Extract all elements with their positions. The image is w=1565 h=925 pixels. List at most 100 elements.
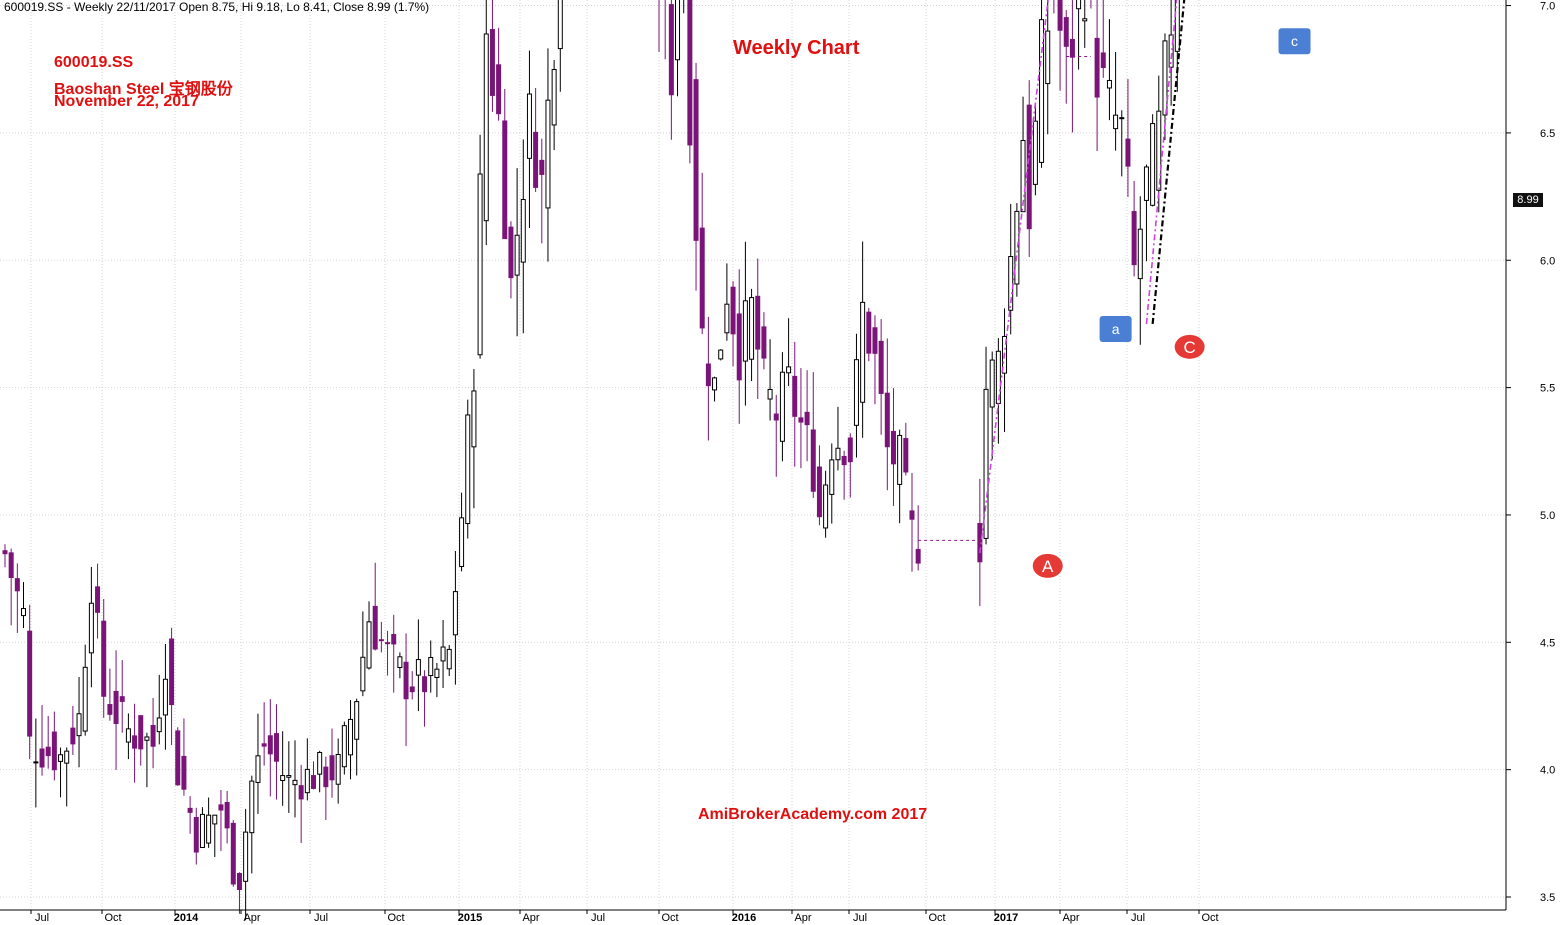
trend-line	[979, 0, 1049, 554]
candle-body	[1039, 19, 1045, 163]
candle-body	[804, 411, 810, 426]
candle-body	[125, 728, 131, 743]
candle-body	[1045, 30, 1051, 85]
x-tick-label: Apr	[1062, 912, 1079, 924]
candle-body	[348, 718, 354, 756]
candle-body	[668, 4, 674, 96]
candle-body	[385, 642, 391, 645]
candle-body	[311, 775, 316, 789]
candle-body	[27, 630, 33, 737]
x-tick-label: 2017	[994, 912, 1018, 924]
grid-lines	[0, 0, 1506, 910]
x-tick-label: Oct	[104, 912, 121, 924]
candle-body	[465, 414, 471, 524]
date-label: November 22, 2017	[54, 93, 199, 110]
candle-body	[236, 872, 242, 890]
candle-body	[58, 754, 64, 762]
candle-body	[786, 366, 792, 374]
candle-body	[391, 634, 397, 645]
candle-body	[33, 761, 39, 764]
candle-body	[446, 648, 452, 670]
candle-body	[526, 93, 532, 159]
y-tick-label: 6.5	[1540, 128, 1555, 140]
candle-body	[823, 484, 829, 529]
wave-label-circle-text: A	[1042, 557, 1054, 576]
candle-body	[557, 0, 563, 50]
chart-header-info: 600019.SS - Weekly 22/11/2017 Open 8.75,…	[4, 0, 430, 14]
last-close-price-tag: 8.99	[1513, 193, 1543, 207]
candle-body	[792, 375, 798, 417]
candle-body	[434, 668, 440, 678]
trend-lines	[918, 0, 1186, 554]
candle-body	[150, 724, 156, 747]
candle-body	[755, 295, 761, 350]
candle-body	[730, 286, 736, 335]
candle-body	[736, 313, 742, 381]
candle-body	[206, 814, 212, 844]
x-tick-label: 2014	[174, 912, 199, 924]
x-tick-label: Apr	[522, 912, 539, 924]
x-tick-label: Oct	[661, 912, 678, 924]
candle-body	[773, 413, 779, 421]
candle-body	[354, 701, 360, 740]
candle-body	[810, 429, 816, 492]
candle-body	[514, 234, 520, 276]
y-tick-label: 4.5	[1540, 637, 1555, 649]
candle-body	[866, 311, 872, 354]
wave-label-circle-text: C	[1183, 338, 1195, 357]
candle-body	[88, 602, 94, 654]
candle-body	[1063, 17, 1069, 47]
candle-body	[853, 359, 859, 426]
candle-body	[724, 303, 730, 334]
candles	[2, 0, 1180, 921]
candle-body	[181, 755, 187, 790]
candle-body	[1076, 0, 1082, 10]
candle-body	[496, 64, 502, 115]
candle-body	[798, 417, 804, 423]
y-tick-label: 6.0	[1540, 255, 1555, 267]
candle-body	[471, 390, 477, 448]
candle-body	[712, 377, 718, 391]
x-tick-label: 2016	[732, 912, 756, 924]
candle-body	[1032, 120, 1038, 185]
x-tick-label: Oct	[1201, 912, 1218, 924]
candle-body	[890, 430, 896, 465]
candle-body	[452, 591, 458, 636]
candle-body	[187, 807, 193, 813]
candle-body	[1156, 110, 1162, 191]
candle-body	[816, 466, 822, 518]
candle-body	[1137, 228, 1143, 280]
candle-body	[1150, 123, 1156, 206]
candle-body	[101, 620, 107, 697]
wave-label-circle	[1174, 334, 1205, 359]
candle-body	[113, 690, 119, 724]
candle-body	[903, 438, 909, 473]
candle-body	[459, 517, 465, 567]
candle-body	[841, 455, 847, 466]
candle-body	[409, 686, 415, 693]
candle-body	[1026, 104, 1032, 230]
y-tick-label: 7.0	[1540, 1, 1555, 13]
candle-body	[1174, 0, 1180, 52]
candle-body	[1119, 117, 1125, 120]
candle-body	[1143, 166, 1149, 201]
candle-body	[915, 548, 921, 564]
wave-label-circle	[1032, 553, 1063, 578]
candle-body	[317, 751, 323, 775]
candle-body	[45, 746, 51, 757]
candle-body	[545, 99, 551, 209]
wave-label-box	[1099, 316, 1132, 343]
candle-body	[169, 638, 175, 706]
candle-body	[705, 363, 711, 387]
candle-body	[989, 359, 995, 408]
candle-body	[51, 731, 57, 771]
candle-body	[397, 656, 403, 669]
candle-body	[360, 656, 366, 692]
candle-body	[230, 822, 236, 885]
candle-body	[533, 131, 539, 188]
candle-body	[212, 814, 218, 825]
candle-body	[378, 639, 384, 642]
candle-body	[749, 297, 755, 360]
candle-body	[767, 388, 773, 400]
candle-body	[199, 813, 205, 848]
